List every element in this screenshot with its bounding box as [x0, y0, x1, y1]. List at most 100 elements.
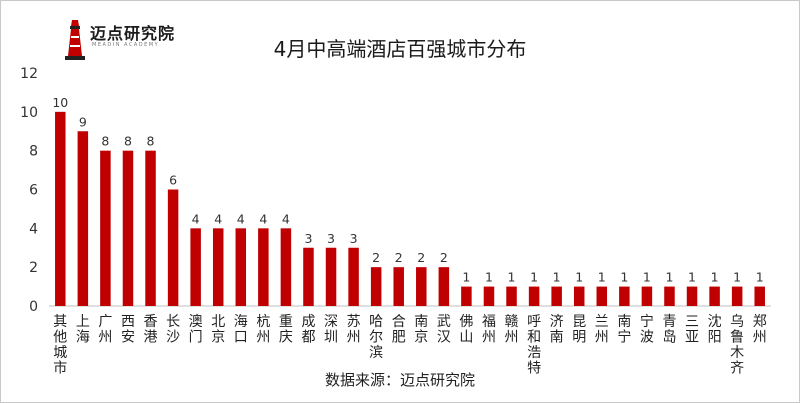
- bar: [709, 286, 720, 306]
- bar: [280, 228, 292, 306]
- data-label: 6: [169, 173, 177, 188]
- x-tick-label: 佛山: [459, 314, 473, 346]
- bar: [506, 286, 517, 306]
- data-label: 2: [417, 250, 425, 265]
- x-tick-label: 乌鲁木齐: [730, 314, 744, 377]
- data-label: 2: [372, 250, 380, 265]
- data-label: 1: [643, 270, 651, 285]
- x-tick-label: 澳门: [189, 314, 203, 346]
- bar: [348, 247, 359, 306]
- x-tick-label: 长沙: [166, 314, 180, 346]
- data-label: 2: [395, 250, 403, 265]
- x-tick-label: 赣州: [505, 314, 519, 346]
- data-label: 3: [304, 231, 312, 246]
- x-tick-label: 其他城市: [53, 314, 67, 377]
- data-label: 1: [620, 270, 628, 285]
- y-tick-label: 10: [20, 105, 38, 121]
- bar: [55, 111, 66, 306]
- bar: [325, 247, 337, 306]
- data-label: 4: [237, 211, 245, 226]
- x-tick-label: 成都: [301, 314, 315, 346]
- x-tick-label: 合肥: [392, 314, 406, 346]
- data-label: 1: [508, 270, 516, 285]
- bar: [551, 286, 562, 306]
- bar: [167, 189, 179, 306]
- x-tick-label: 杭州: [256, 314, 270, 346]
- bar: [212, 228, 224, 306]
- data-source: 数据来源：迈点研究院: [324, 371, 475, 389]
- data-label: 1: [598, 270, 606, 285]
- chart-title: 4月中高端酒店百强城市分布: [273, 37, 527, 61]
- bar: [686, 286, 698, 306]
- data-label: 3: [350, 231, 358, 246]
- bar: [619, 286, 630, 306]
- x-tick-label: 北京: [211, 314, 225, 346]
- x-tick-label: 福州: [482, 314, 496, 346]
- x-tick-label: 南宁: [617, 314, 631, 346]
- x-tick-label: 哈尔滨: [369, 314, 383, 361]
- y-tick-label: 2: [29, 260, 38, 276]
- data-label: 1: [665, 270, 673, 285]
- bar: [596, 286, 608, 306]
- data-label: 1: [462, 270, 470, 285]
- bar: [461, 286, 472, 306]
- logo: 迈点研究院 MEADIN ACADEMY: [62, 16, 182, 66]
- x-tick-label: 西安: [121, 314, 135, 346]
- x-tick-label: 三亚: [685, 314, 699, 346]
- x-tick-label: 沈阳: [708, 314, 722, 346]
- bar: [438, 267, 450, 306]
- bar: [100, 150, 111, 306]
- x-tick-label: 兰州: [595, 314, 609, 346]
- bar: [145, 150, 156, 306]
- bar: [641, 286, 653, 306]
- y-tick-label: 8: [29, 144, 38, 160]
- bar: [483, 286, 495, 306]
- bar: [393, 267, 404, 306]
- x-tick-label: 昆明: [572, 314, 586, 346]
- data-label: 1: [733, 270, 741, 285]
- data-label: 1: [688, 270, 696, 285]
- data-label: 2: [440, 250, 448, 265]
- data-label: 4: [192, 211, 200, 226]
- bar: [754, 286, 765, 306]
- bar: [370, 267, 382, 306]
- x-tick-label: 广州: [98, 314, 112, 346]
- logo-text: 迈点研究院: [90, 24, 176, 43]
- bar: [303, 247, 314, 306]
- bar: [258, 228, 269, 306]
- data-label: 4: [214, 211, 222, 226]
- data-label: 8: [101, 134, 109, 149]
- x-tick-label: 重庆: [279, 314, 293, 346]
- x-tick-label: 武汉: [437, 314, 451, 346]
- bar: [731, 286, 743, 306]
- bar: [77, 131, 89, 306]
- bar: [528, 286, 540, 306]
- x-tick-label: 南京: [414, 314, 428, 346]
- y-tick-label: 0: [29, 299, 38, 315]
- data-label: 10: [52, 95, 68, 110]
- data-label: 4: [282, 211, 290, 226]
- logo-subtitle: MEADIN ACADEMY: [92, 42, 160, 48]
- bar: [122, 150, 134, 306]
- x-tick-label: 呼和浩特: [527, 314, 541, 377]
- x-tick-label: 海口: [234, 314, 248, 346]
- y-tick-label: 12: [20, 66, 38, 82]
- x-tick-label: 宁波: [640, 313, 654, 346]
- x-tick-label: 济南: [550, 314, 564, 346]
- data-label: 1: [553, 270, 561, 285]
- data-label: 8: [124, 134, 132, 149]
- data-label: 1: [575, 270, 583, 285]
- data-label: 9: [79, 114, 87, 129]
- y-tick-label: 6: [29, 183, 38, 199]
- x-tick-label: 上海: [76, 314, 90, 346]
- x-tick-label: 深圳: [324, 314, 338, 346]
- y-tick-label: 4: [29, 221, 38, 237]
- lighthouse-icon: [65, 20, 85, 60]
- data-label: 1: [711, 270, 719, 285]
- data-label: 1: [756, 270, 764, 285]
- x-tick-label: 青岛: [662, 314, 676, 346]
- bar: [664, 286, 675, 306]
- data-label: 8: [147, 134, 155, 149]
